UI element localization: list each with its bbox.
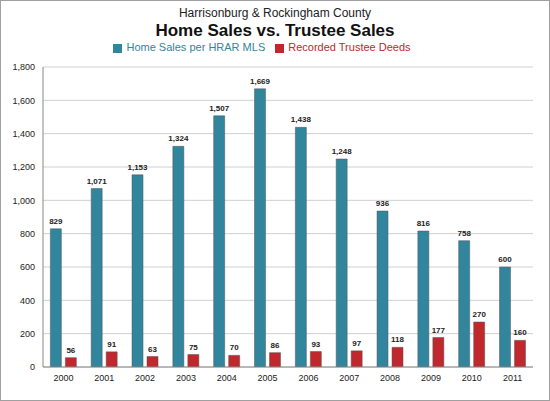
- svg-text:2008: 2008: [380, 373, 400, 383]
- svg-text:93: 93: [311, 340, 320, 349]
- html-text:Recorded Trustee Deeds: Recorded Trustee Deeds: [288, 41, 411, 53]
- svg-text:400: 400: [20, 296, 35, 306]
- svg-text:1,324: 1,324: [168, 134, 189, 143]
- svg-text:2004: 2004: [217, 373, 237, 383]
- svg-text:816: 816: [417, 219, 431, 228]
- svg-text:2000: 2000: [53, 373, 73, 383]
- svg-text:1,438: 1,438: [291, 115, 312, 124]
- html-text:Home Sales per HRAR MLS: Home Sales per HRAR MLS: [126, 41, 266, 53]
- svg-text:2005: 2005: [258, 373, 278, 383]
- svg-text:0: 0: [30, 362, 35, 372]
- svg-text:1,669: 1,669: [250, 77, 271, 86]
- svg-text:2001: 2001: [94, 373, 114, 383]
- svg-text:200: 200: [20, 329, 35, 339]
- svg-text:75: 75: [189, 343, 198, 352]
- svg-text:70: 70: [230, 343, 239, 352]
- svg-text:2011: 2011: [503, 373, 522, 383]
- svg-text:1,200: 1,200: [12, 162, 35, 172]
- svg-text:1,507: 1,507: [209, 104, 230, 113]
- svg-text:2003: 2003: [176, 373, 196, 383]
- svg-text:270: 270: [473, 310, 487, 319]
- svg-text:2002: 2002: [135, 373, 155, 383]
- svg-text:86: 86: [271, 341, 280, 350]
- svg-text:936: 936: [376, 199, 390, 208]
- html-text:Home Sales vs. Trustee Sales: Home Sales vs. Trustee Sales: [155, 21, 395, 40]
- svg-text:1,248: 1,248: [332, 147, 353, 156]
- svg-text:600: 600: [20, 262, 35, 272]
- html-text:Harrisonburg & Rockingham Coun: Harrisonburg & Rockingham County: [179, 6, 371, 20]
- svg-text:2009: 2009: [421, 373, 441, 383]
- svg-text:1,153: 1,153: [128, 163, 149, 172]
- svg-text:63: 63: [148, 345, 157, 354]
- svg-text:1,000: 1,000: [12, 196, 35, 206]
- svg-text:800: 800: [20, 229, 35, 239]
- svg-text:829: 829: [49, 217, 63, 226]
- svg-text:2010: 2010: [462, 373, 482, 383]
- svg-text:97: 97: [352, 339, 361, 348]
- svg-text:177: 177: [432, 326, 446, 335]
- svg-text:1,400: 1,400: [12, 129, 35, 139]
- svg-text:160: 160: [513, 328, 527, 337]
- svg-text:2006: 2006: [298, 373, 318, 383]
- svg-text:2007: 2007: [339, 373, 359, 383]
- svg-text:56: 56: [66, 346, 75, 355]
- svg-text:1,800: 1,800: [12, 62, 35, 72]
- svg-text:600: 600: [498, 255, 512, 264]
- svg-text:758: 758: [458, 229, 472, 238]
- svg-text:91: 91: [107, 340, 116, 349]
- svg-text:1,071: 1,071: [87, 177, 108, 186]
- svg-text:1,600: 1,600: [12, 96, 35, 106]
- svg-text:118: 118: [391, 335, 404, 344]
